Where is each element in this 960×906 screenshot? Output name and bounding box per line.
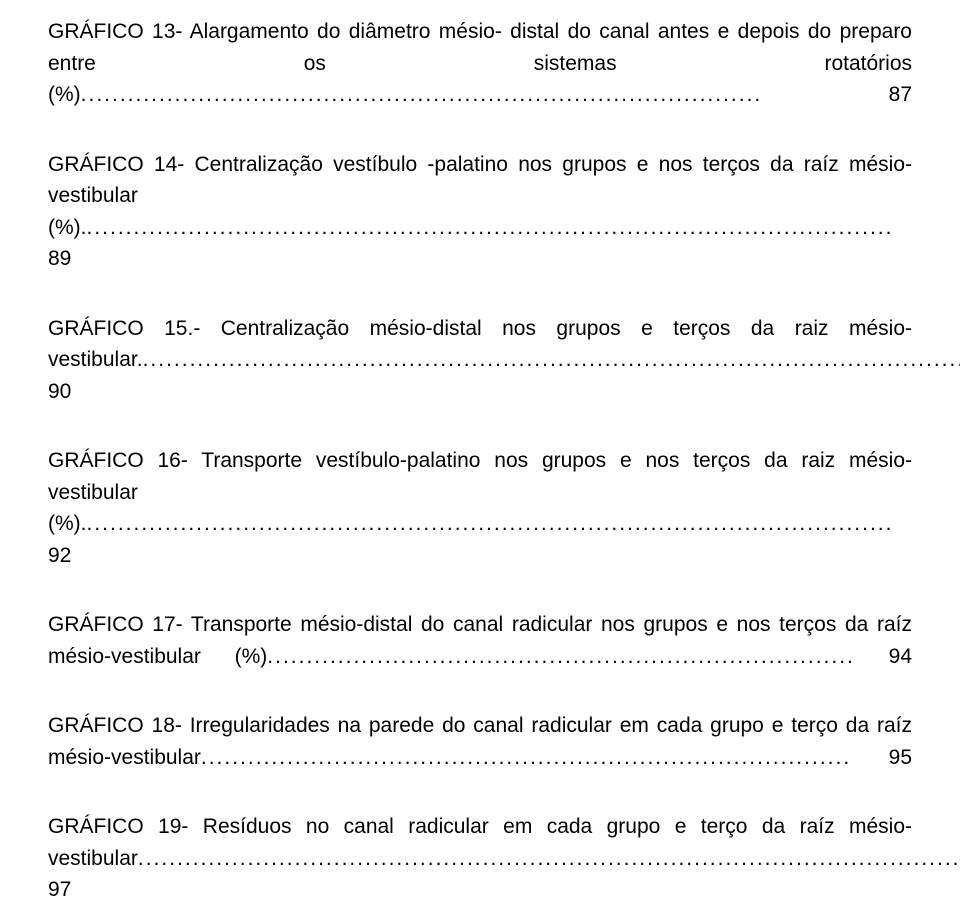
toc-leader: ........................................… xyxy=(87,216,894,239)
toc-entry: GRÁFICO 17- Transporte mésio-distal do c… xyxy=(48,609,912,672)
toc-page-number: 87 xyxy=(889,83,912,106)
toc-entry: GRÁFICO 16- Transporte vestíbulo-palatin… xyxy=(48,445,912,571)
toc-leader: ........................................… xyxy=(87,512,894,535)
toc-leader: ........................................… xyxy=(201,746,851,769)
toc-page-number: 94 xyxy=(889,645,912,668)
toc-entry: GRÁFICO 13- Alargamento do diâmetro mési… xyxy=(48,16,912,111)
toc-entry: GRÁFICO 19- Resíduos no canal radicular … xyxy=(48,811,912,906)
toc-page-number: 89 xyxy=(48,247,71,270)
toc-page-number: 92 xyxy=(48,544,71,567)
toc-entry: GRÁFICO 14- Centralização vestíbulo -pal… xyxy=(48,149,912,275)
toc-leader: ........................................… xyxy=(81,83,763,106)
toc-leader: ........................................… xyxy=(138,847,960,870)
toc-leader: ........................................… xyxy=(267,645,855,668)
toc-leader: ........................................… xyxy=(143,348,960,371)
toc-entry: GRÁFICO 15.- Centralização mésio-distal … xyxy=(48,313,912,408)
toc-page-number: 90 xyxy=(48,380,71,403)
document-page: GRÁFICO 13- Alargamento do diâmetro mési… xyxy=(0,0,960,906)
toc-entry: GRÁFICO 18- Irregularidades na parede do… xyxy=(48,710,912,773)
toc-page-number: 97 xyxy=(48,878,71,901)
table-of-contents: GRÁFICO 13- Alargamento do diâmetro mési… xyxy=(48,16,912,906)
toc-page-number: 95 xyxy=(889,746,912,769)
